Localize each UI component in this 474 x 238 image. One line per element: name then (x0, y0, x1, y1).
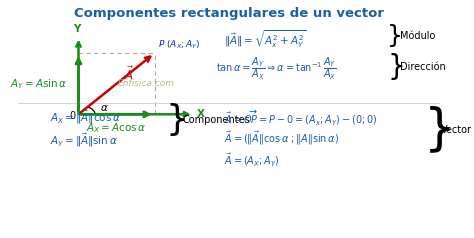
Text: $P\ (A_X; A_Y)$: $P\ (A_X; A_Y)$ (158, 39, 201, 51)
Text: $\vec{A} = (A_X; A_Y)$: $\vec{A} = (A_X; A_Y)$ (224, 151, 280, 168)
Text: $A_X = \|\vec{A}\| \cos \alpha$: $A_X = \|\vec{A}\| \cos \alpha$ (50, 109, 121, 126)
Text: Enfisica.com: Enfisica.com (118, 79, 174, 88)
Text: Componentes rectangulares de un vector: Componentes rectangulares de un vector (73, 7, 383, 20)
Text: $A_X = A \cos \alpha$: $A_X = A \cos \alpha$ (86, 121, 147, 135)
Text: }: } (424, 106, 456, 154)
Text: $\vec{A} = (\|\vec{A}\| \cos \alpha \; ; \|A\| \sin \alpha)$: $\vec{A} = (\|\vec{A}\| \cos \alpha \; ;… (224, 129, 339, 147)
Text: $A_Y = \|\vec{A}\| \sin \alpha$: $A_Y = \|\vec{A}\| \sin \alpha$ (50, 132, 118, 149)
Text: Vector: Vector (441, 124, 472, 134)
Text: 0: 0 (69, 111, 75, 121)
Text: X: X (197, 109, 205, 119)
Text: Dirección: Dirección (401, 62, 446, 72)
Text: $\vec{A}$: $\vec{A}$ (124, 65, 134, 83)
Text: Y: Y (73, 24, 81, 34)
Text: }: } (387, 53, 405, 81)
Text: $\alpha$: $\alpha$ (100, 104, 109, 114)
Text: $\|\vec{A}\| = \sqrt{A_x^2 + A_Y^2}$: $\|\vec{A}\| = \sqrt{A_x^2 + A_Y^2}$ (224, 28, 307, 50)
Text: }: } (165, 103, 189, 137)
Text: $A_Y = A \sin \alpha$: $A_Y = A \sin \alpha$ (10, 77, 68, 91)
Text: $\vec{A} = \overrightarrow{OP} = P - 0 = (A_x; A_Y) - (0; 0)$: $\vec{A} = \overrightarrow{OP} = P - 0 =… (224, 109, 378, 128)
Text: $\tan \alpha = \dfrac{A_Y}{A_X} \Rightarrow \alpha = \tan^{-1} \dfrac{A_Y}{A_X}$: $\tan \alpha = \dfrac{A_Y}{A_X} \Rightar… (216, 55, 337, 82)
Text: Módulo: Módulo (401, 31, 436, 41)
Text: Componentes: Componentes (183, 115, 251, 125)
Text: }: } (387, 24, 403, 48)
